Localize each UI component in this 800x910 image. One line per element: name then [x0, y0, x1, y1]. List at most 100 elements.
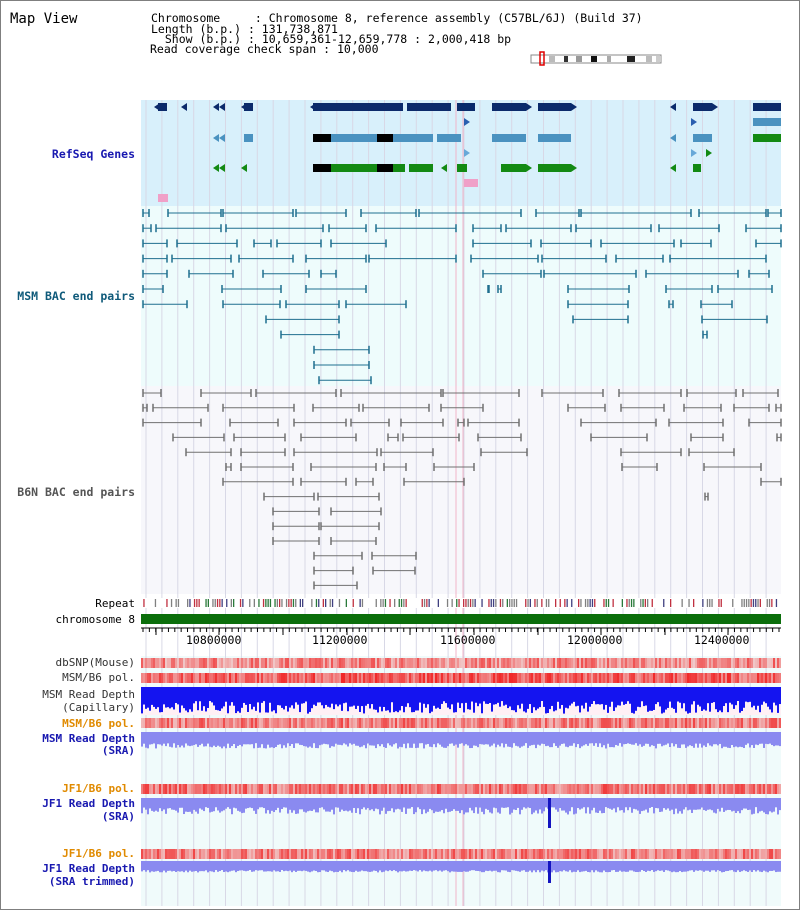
heat-cell [217, 718, 219, 728]
heat-cell [545, 849, 547, 859]
heat-cell [775, 658, 777, 668]
heat-cell [211, 718, 213, 728]
depth-bar [303, 732, 305, 747]
depth-bar [329, 861, 331, 871]
depth-bar [669, 732, 671, 748]
heat-cell [541, 784, 543, 794]
repeat-mark [212, 599, 214, 607]
heat-cell [665, 718, 667, 728]
depth-bar [655, 798, 657, 809]
depth-bar [403, 732, 405, 744]
depth-bar [777, 798, 779, 815]
depth-bar [737, 798, 739, 812]
heat-cell [523, 658, 525, 668]
depth-bar [179, 798, 181, 808]
heat-cell [259, 718, 261, 728]
heat-cell [725, 784, 727, 794]
heat-cell [427, 658, 429, 668]
heat-cell [733, 718, 735, 728]
depth-bar [447, 732, 449, 747]
depth-bar [513, 732, 515, 744]
heat-cell [531, 849, 533, 859]
depth-bar [425, 732, 427, 745]
heat-cell [543, 784, 545, 794]
depth-bar [663, 732, 665, 746]
depth-bar [507, 861, 509, 872]
depth-bar [409, 861, 411, 871]
heat-cell [265, 658, 267, 668]
heat-cell [481, 784, 483, 794]
depth-bar [401, 732, 403, 748]
heat-cell [529, 658, 531, 668]
depth-bar [323, 732, 325, 744]
depth-bar [561, 861, 563, 872]
depth-bar [545, 861, 547, 871]
heat-cell [427, 784, 429, 794]
heat-cell [391, 784, 393, 794]
heat-cell [451, 849, 453, 859]
depth-bar [173, 687, 175, 710]
depth-bar [471, 687, 473, 702]
repeat-mark [651, 599, 653, 607]
heat-cell [545, 673, 547, 683]
heat-cell [265, 849, 267, 859]
heat-cell [245, 658, 247, 668]
heat-cell [573, 658, 575, 668]
depth-bar [723, 732, 725, 747]
depth-bar [465, 798, 467, 813]
heat-cell [713, 849, 715, 859]
heat-cell [767, 718, 769, 728]
heat-cell [413, 718, 415, 728]
depth-bar [161, 732, 163, 746]
depth-bar [537, 798, 539, 814]
depth-bar [761, 861, 763, 873]
gene-arrow [441, 134, 447, 142]
heat-cell [145, 718, 147, 728]
heat-cell [373, 673, 375, 683]
track-label-msm-b6-pol: MSM/B6 pol. [62, 671, 135, 684]
heat-cell [277, 673, 279, 683]
track-label-msm-bac[interactable]: MSM BAC end pairs [17, 289, 135, 303]
depth-bar [733, 861, 735, 872]
heat-cell [697, 718, 699, 728]
depth-bar [687, 732, 689, 747]
depth-bar [511, 798, 513, 813]
depth-bar [685, 861, 687, 872]
heat-cell [477, 673, 479, 683]
heat-cell [439, 784, 441, 794]
heat-cell [463, 849, 465, 859]
depth-bar [577, 687, 579, 706]
depth-bar [593, 732, 595, 746]
heat-cell [143, 784, 145, 794]
depth-bar [533, 798, 535, 813]
heat-cell [281, 718, 283, 728]
heat-cell [189, 784, 191, 794]
depth-bar [235, 861, 237, 873]
heat-cell [587, 673, 589, 683]
heat-cell [209, 673, 211, 683]
track-label-b6n-bac[interactable]: B6N BAC end pairs [17, 485, 135, 499]
heat-cell [741, 849, 743, 859]
depth-bar [389, 798, 391, 811]
depth-bar [517, 861, 519, 872]
gene-arrow [464, 118, 470, 126]
repeat-mark [423, 599, 426, 607]
depth-bar [497, 732, 499, 745]
heat-cell [295, 784, 297, 794]
heat-cell [653, 673, 655, 683]
depth-bar [445, 798, 447, 809]
depth-bar [759, 732, 761, 744]
heat-cell [639, 849, 641, 859]
gene-arrow [219, 164, 225, 172]
heat-cell [253, 673, 255, 683]
heat-cell [355, 784, 357, 794]
depth-bar [279, 798, 281, 813]
gene-arrow [219, 134, 225, 142]
track-label-refseq[interactable]: RefSeq Genes [51, 147, 135, 161]
heat-cell [153, 658, 155, 668]
depth-bar [165, 798, 167, 814]
depth-bar [283, 687, 285, 710]
depth-bar [541, 798, 543, 814]
heat-cell [153, 673, 155, 683]
